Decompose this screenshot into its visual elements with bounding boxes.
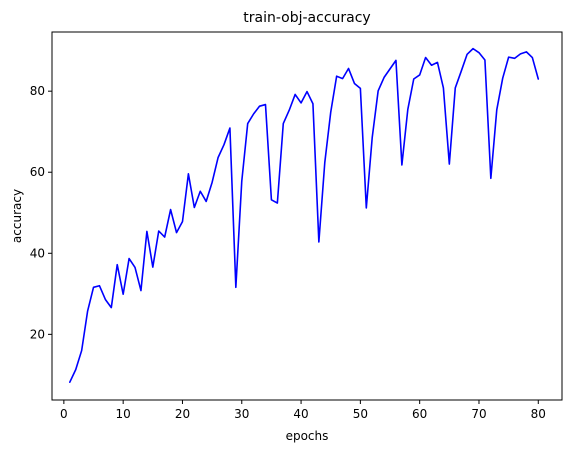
series-layer <box>68 47 540 383</box>
plot-area-frame <box>51 31 563 401</box>
y-tick-label: 40 <box>30 246 45 260</box>
x-axis: 0 10 20 30 40 50 60 70 80 <box>60 400 546 421</box>
x-tick-label: 30 <box>234 407 249 421</box>
x-tick-label: 40 <box>293 407 308 421</box>
chart-title: train-obj-accuracy <box>243 10 370 26</box>
y-axis-label: accuracy <box>10 189 24 243</box>
x-tick-label: 20 <box>175 407 190 421</box>
x-tick-label: 50 <box>353 407 368 421</box>
x-tick-label: 60 <box>412 407 427 421</box>
y-tick-label: 80 <box>30 84 45 98</box>
x-axis-label: epochs <box>286 429 329 443</box>
series-line <box>68 47 540 383</box>
y-tick-label: 60 <box>30 165 45 179</box>
x-tick-label: 10 <box>116 407 131 421</box>
y-axis: 20 40 60 80 <box>30 84 52 341</box>
x-tick-label: 0 <box>60 407 68 421</box>
y-tick-label: 20 <box>30 327 45 341</box>
x-tick-label: 70 <box>471 407 486 421</box>
x-tick-label: 80 <box>531 407 546 421</box>
